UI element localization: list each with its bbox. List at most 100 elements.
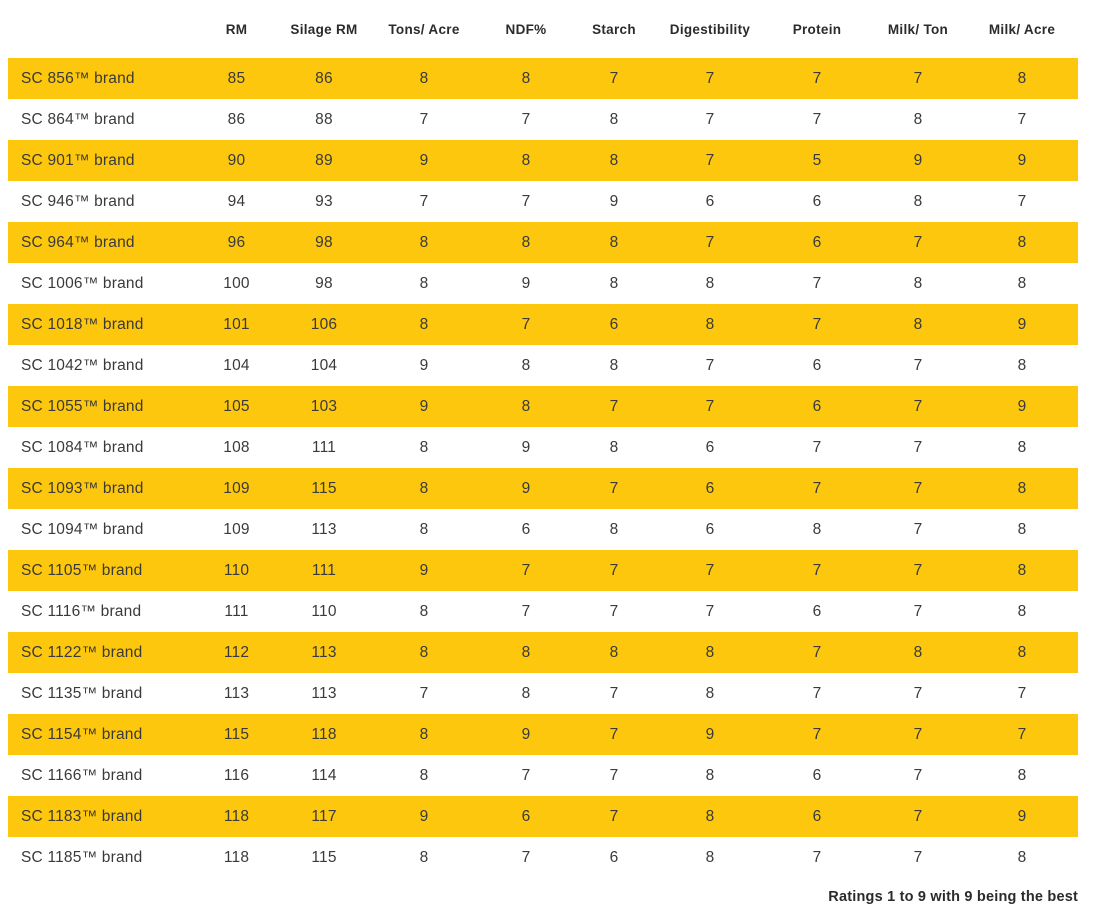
rating-cell: 8 <box>480 632 572 673</box>
rating-cell: 6 <box>812 192 822 210</box>
rating-cell: 7 <box>764 58 870 99</box>
column-header: NDF% <box>505 21 547 37</box>
rating-cell: 115 <box>280 468 368 509</box>
rating-cell: 6 <box>480 796 572 837</box>
rating-cell: 90 <box>193 140 280 181</box>
rating-cell: 8 <box>609 356 619 374</box>
rating-cell: 7 <box>656 140 764 181</box>
rating-cell: 7 <box>656 386 764 427</box>
rating-cell: 8 <box>705 274 715 292</box>
rating-cell: 8 <box>913 274 923 292</box>
rating-cell: 85 <box>193 58 280 99</box>
rating-cell: 110 <box>311 602 337 620</box>
rating-cell: 8 <box>1017 848 1027 866</box>
rating-cell: 104 <box>310 356 338 374</box>
rating-cell: 7 <box>1017 110 1027 128</box>
rating-cell: 7 <box>764 468 870 509</box>
rating-cell: 7 <box>764 550 870 591</box>
rating-cell: 8 <box>480 386 572 427</box>
rating-cell: 89 <box>280 140 368 181</box>
rating-cell: 8 <box>368 58 480 99</box>
rating-cell: 7 <box>609 602 619 620</box>
rating-cell: 9 <box>419 356 429 374</box>
rating-cell: 8 <box>572 632 656 673</box>
table-row: SC 1094™ brand 109 113 8 6 8 6 8 7 8 <box>8 509 1078 550</box>
brand-cell: SC 1116™ brand <box>21 602 142 620</box>
rating-cell: 6 <box>705 192 715 210</box>
column-header: Silage RM <box>290 21 358 37</box>
rating-cell: 8 <box>705 684 715 702</box>
rating-cell: 116 <box>223 766 250 784</box>
rating-cell: 7 <box>521 602 531 620</box>
rating-cell: 7 <box>705 602 715 620</box>
rating-cell: 7 <box>913 602 923 620</box>
rating-cell: 9 <box>870 140 966 181</box>
rating-cell: 6 <box>764 796 870 837</box>
rating-cell: 105 <box>193 386 280 427</box>
rating-cell: 7 <box>870 714 966 755</box>
rating-cell: 8 <box>913 110 923 128</box>
rating-cell: 7 <box>480 550 572 591</box>
rating-cell: 6 <box>572 304 656 345</box>
rating-cell: 8 <box>609 438 619 456</box>
rating-cell: 7 <box>812 684 822 702</box>
rating-cell: 7 <box>870 58 966 99</box>
table-row: SC 1105™ brand 110 111 9 7 7 7 7 7 8 <box>8 550 1078 591</box>
rating-cell: 8 <box>368 222 480 263</box>
rating-cell: 106 <box>280 304 368 345</box>
table-row: SC 1135™ brand 113 113 7 8 7 8 7 7 7 <box>8 673 1078 714</box>
rating-cell: 7 <box>870 550 966 591</box>
rating-cell: 7 <box>764 304 870 345</box>
table-row: SC 1042™ brand 104 104 9 8 8 7 6 7 8 <box>8 345 1078 386</box>
rating-cell: 9 <box>656 714 764 755</box>
rating-cell: 9 <box>966 386 1078 427</box>
rating-cell: 6 <box>609 848 619 866</box>
rating-cell: 7 <box>913 520 923 538</box>
rating-cell: 8 <box>572 140 656 181</box>
rating-cell: 8 <box>521 684 531 702</box>
rating-cell: 7 <box>705 356 715 374</box>
rating-cell: 7 <box>572 714 656 755</box>
rating-cell: 8 <box>368 714 480 755</box>
silage-ratings-table: RM Silage RM Tons/ Acre NDF% Starch Digestibi… <box>8 0 1078 878</box>
rating-cell: 7 <box>966 714 1078 755</box>
rating-cell: 88 <box>315 110 333 128</box>
rating-cell: 7 <box>870 386 966 427</box>
rating-cell: 7 <box>521 110 531 128</box>
rating-cell: 7 <box>812 438 822 456</box>
rating-cell: 8 <box>705 766 715 784</box>
rating-cell: 6 <box>812 766 822 784</box>
rating-cell: 7 <box>521 766 531 784</box>
rating-cell: 111 <box>311 438 337 456</box>
rating-cell: 8 <box>609 110 619 128</box>
rating-cell: 8 <box>609 520 619 538</box>
rating-cell: 8 <box>480 140 572 181</box>
rating-cell: 7 <box>521 848 531 866</box>
rating-cell: 8 <box>419 520 429 538</box>
rating-cell: 100 <box>223 274 250 292</box>
rating-cell: 8 <box>966 58 1078 99</box>
rating-cell: 115 <box>193 714 280 755</box>
rating-cell: 7 <box>572 796 656 837</box>
rating-cell: 7 <box>870 222 966 263</box>
rating-cell: 7 <box>656 58 764 99</box>
rating-cell: 8 <box>1017 766 1027 784</box>
rating-cell: 98 <box>280 222 368 263</box>
rating-cell: 111 <box>280 550 368 591</box>
rating-cell: 7 <box>609 684 619 702</box>
table-row: SC 856™ brand 85 86 8 8 7 7 7 7 8 <box>8 58 1078 99</box>
rating-cell: 8 <box>656 796 764 837</box>
rating-cell: 103 <box>280 386 368 427</box>
brand-cell: SC 864™ brand <box>21 110 135 128</box>
rating-cell: 7 <box>913 438 923 456</box>
rating-cell: 8 <box>966 632 1078 673</box>
brand-column-header <box>8 0 193 58</box>
rating-cell: 9 <box>609 192 619 210</box>
rating-cell: 7 <box>913 356 923 374</box>
rating-cell: 6 <box>521 520 531 538</box>
rating-cell: 8 <box>913 192 923 210</box>
column-header: Milk/ Acre <box>988 21 1056 37</box>
table-row: SC 946™ brand 94 93 7 7 9 6 6 8 7 <box>8 181 1078 222</box>
rating-cell: 9 <box>966 304 1078 345</box>
